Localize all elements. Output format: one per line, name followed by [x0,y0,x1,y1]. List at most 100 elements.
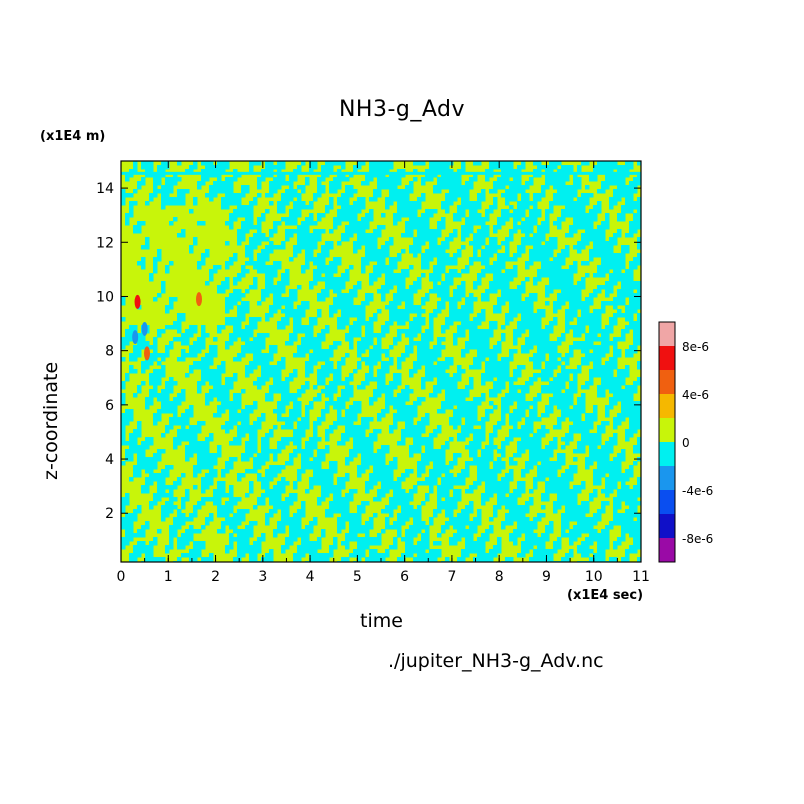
heatmap-cell [429,253,434,258]
heatmap-cell [445,257,450,262]
heatmap-cell [329,549,334,554]
heatmap-cell [373,469,378,474]
heatmap-cell [349,373,354,378]
heatmap-cell [369,333,374,338]
heatmap-cell [361,505,366,510]
heatmap-cell [201,477,206,482]
heatmap-cell [129,517,134,522]
heatmap-cell [469,385,474,390]
heatmap-cell [465,217,470,222]
heatmap-cell [277,485,282,490]
heatmap-cell [121,413,126,418]
heatmap-cell [333,465,338,470]
heatmap-cell [397,477,402,482]
heatmap-cell [225,317,230,322]
heatmap-cell [401,313,406,318]
heatmap-cell [169,409,174,414]
heatmap-cell [297,429,302,434]
heatmap-cell [213,493,218,498]
heatmap-cell [489,493,494,498]
heatmap-cell [401,433,406,438]
heatmap-cell [505,193,510,198]
heatmap-cell [489,449,494,454]
heatmap-cell [509,557,514,562]
heatmap-cell [261,237,266,242]
heatmap-cell [409,337,414,342]
heatmap-cell [265,245,270,250]
heatmap-cell [337,441,342,446]
heatmap-cell [249,549,254,554]
heatmap-cell [205,473,210,478]
heatmap-cell [329,489,334,494]
heatmap-cell [177,545,182,550]
heatmap-cell [229,257,234,262]
heatmap-cell [201,377,206,382]
heatmap-cell [349,309,354,314]
heatmap-cell [385,553,390,558]
heatmap-cell [457,397,462,402]
heatmap-cell [189,209,194,214]
heatmap-cell [461,529,466,534]
heatmap-cell [373,397,378,402]
heatmap-cell [401,173,406,178]
heatmap-cell [513,189,518,194]
heatmap-cell [405,189,410,194]
heatmap-cell [477,549,482,554]
heatmap-cell [265,165,270,170]
heatmap-cell [409,445,414,450]
heatmap-cell [361,161,366,166]
heatmap-cell [309,237,314,242]
heatmap-cell [345,237,350,242]
heatmap-cell [345,377,350,382]
heatmap-cell [505,173,510,178]
heatmap-cell [493,549,498,554]
heatmap-cell [361,317,366,322]
heatmap-cell [201,441,206,446]
heatmap-cell [397,313,402,318]
heatmap-cell [237,521,242,526]
heatmap-cell [429,209,434,214]
heatmap-cell [253,237,258,242]
heatmap-cell [229,509,234,514]
heatmap-cell [353,533,358,538]
heatmap-cell [129,337,134,342]
heatmap-cell [457,333,462,338]
heatmap-cell [205,517,210,522]
heatmap-cell [201,173,206,178]
heatmap-cell [461,185,466,190]
heatmap-cell [365,501,370,506]
heatmap-cell [381,389,386,394]
heatmap-cell [313,469,318,474]
heatmap-cell [325,389,330,394]
heatmap-cell [449,477,454,482]
heatmap-cell [409,245,414,250]
heatmap-cell [261,177,266,182]
heatmap-cell [405,273,410,278]
heatmap-cell [285,517,290,522]
heatmap-cell [397,489,402,494]
heatmap-cell [149,473,154,478]
heatmap-cell [513,489,518,494]
heatmap-cell [317,185,322,190]
heatmap-cell [325,253,330,258]
heatmap-cell [333,221,338,226]
heatmap-cell [321,493,326,498]
heatmap-cell [357,329,362,334]
heatmap-cell [457,557,462,562]
heatmap-cell [329,309,334,314]
heatmap-cell [453,385,458,390]
heatmap-cell [313,193,318,198]
heatmap-cell [321,469,326,474]
heatmap-cell [297,329,302,334]
heatmap-cell [385,353,390,358]
heatmap-cell [461,533,466,538]
heatmap-cell [361,381,366,386]
heatmap-cell [281,245,286,250]
heatmap-cell [401,437,406,442]
heatmap-cell [249,329,254,334]
heatmap-cell [389,309,394,314]
heatmap-cell [369,449,374,454]
heatmap-cell [329,241,334,246]
heatmap-cell [309,249,314,254]
heatmap-cell [129,353,134,358]
